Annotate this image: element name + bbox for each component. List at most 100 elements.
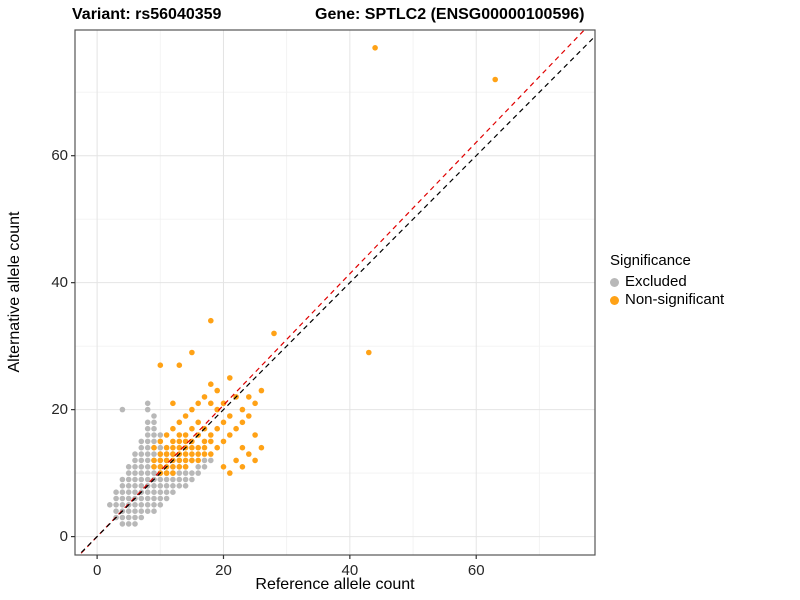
data-point: [239, 464, 246, 470]
data-point: [252, 432, 258, 438]
gene-title: Gene: SPTLC2 (ENSG00000100596): [315, 6, 585, 23]
data-point: [195, 400, 201, 407]
data-point: [113, 508, 119, 514]
y-tick-label: 20: [51, 400, 68, 418]
data-point: [195, 419, 201, 426]
data-point: [157, 444, 164, 451]
data-point: [132, 521, 138, 527]
data-point: [163, 444, 170, 451]
data-point: [182, 470, 189, 476]
data-point: [144, 495, 151, 502]
data-point: [138, 451, 145, 457]
data-point: [170, 425, 176, 432]
data-point: [138, 444, 145, 451]
data-point: [107, 502, 113, 508]
data-point: [138, 508, 145, 514]
data-point: [119, 502, 126, 508]
data-point: [252, 400, 258, 407]
x-tick-label: 40: [341, 562, 359, 579]
data-point: [157, 495, 164, 502]
data-point: [151, 413, 157, 419]
data-point: [170, 444, 176, 451]
data-point: [151, 457, 157, 464]
data-point: [176, 457, 183, 464]
data-point: [138, 514, 145, 521]
data-point: [113, 495, 119, 502]
data-point: [157, 502, 164, 508]
data-point: [189, 451, 195, 457]
data-point: [163, 495, 170, 502]
data-point: [214, 387, 220, 394]
data-point: [170, 489, 176, 496]
data-point: [176, 432, 183, 438]
data-point: [144, 451, 151, 457]
data-point: [151, 425, 157, 432]
data-point: [144, 419, 151, 426]
data-point: [208, 438, 214, 445]
data-point: [157, 457, 164, 464]
data-point: [195, 451, 201, 457]
data-point: [201, 444, 208, 451]
data-point: [189, 476, 195, 483]
data-point: [233, 425, 239, 432]
data-point: [208, 451, 214, 457]
data-point: [182, 451, 189, 457]
data-point: [125, 489, 132, 496]
y-tick-label: 0: [59, 527, 68, 545]
x-tick-label: 60: [467, 562, 485, 579]
data-point: [132, 457, 138, 464]
data-point: [233, 457, 239, 464]
data-point: [132, 502, 138, 508]
fit-line: [78, 30, 586, 555]
data-point: [201, 464, 208, 470]
data-point: [227, 432, 233, 438]
data-point: [258, 444, 265, 451]
data-point: [113, 489, 119, 496]
data-point: [132, 451, 138, 457]
data-point: [132, 464, 138, 470]
data-point: [151, 444, 157, 451]
data-point: [372, 45, 378, 51]
data-point: [119, 495, 126, 502]
data-point: [220, 438, 227, 445]
data-point: [170, 476, 176, 483]
data-point: [138, 470, 145, 476]
data-point: [151, 508, 157, 514]
variant-title: Variant: rs56040359: [72, 6, 222, 23]
data-point: [151, 438, 157, 445]
data-point: [119, 514, 126, 521]
x-axis-title: Reference allele count: [255, 576, 415, 593]
data-point: [227, 413, 233, 419]
data-point: [138, 502, 145, 508]
data-point: [176, 476, 183, 483]
data-point: [157, 476, 164, 483]
data-point: [125, 464, 132, 470]
non-significant-dot-icon: [610, 295, 619, 305]
data-point: [144, 438, 151, 445]
data-point: [151, 432, 157, 438]
data-point: [157, 489, 164, 496]
data-point: [163, 457, 170, 464]
data-point: [138, 464, 145, 470]
data-point: [170, 400, 176, 407]
data-point: [176, 419, 183, 426]
data-point: [195, 470, 201, 476]
data-point: [208, 457, 214, 464]
legend-item-excluded: Excluded: [610, 273, 724, 291]
data-point: [208, 317, 214, 324]
data-point: [176, 438, 183, 445]
series-non-significant: [151, 45, 499, 476]
data-point: [151, 419, 157, 426]
data-point: [201, 394, 208, 400]
data-point: [157, 464, 164, 470]
data-point: [271, 330, 277, 337]
data-point: [170, 464, 176, 470]
data-point: [189, 457, 195, 464]
data-point: [220, 464, 227, 470]
data-point: [144, 406, 151, 413]
data-point: [176, 464, 183, 470]
data-point: [144, 502, 151, 508]
data-point: [227, 470, 233, 476]
data-point: [189, 349, 195, 356]
